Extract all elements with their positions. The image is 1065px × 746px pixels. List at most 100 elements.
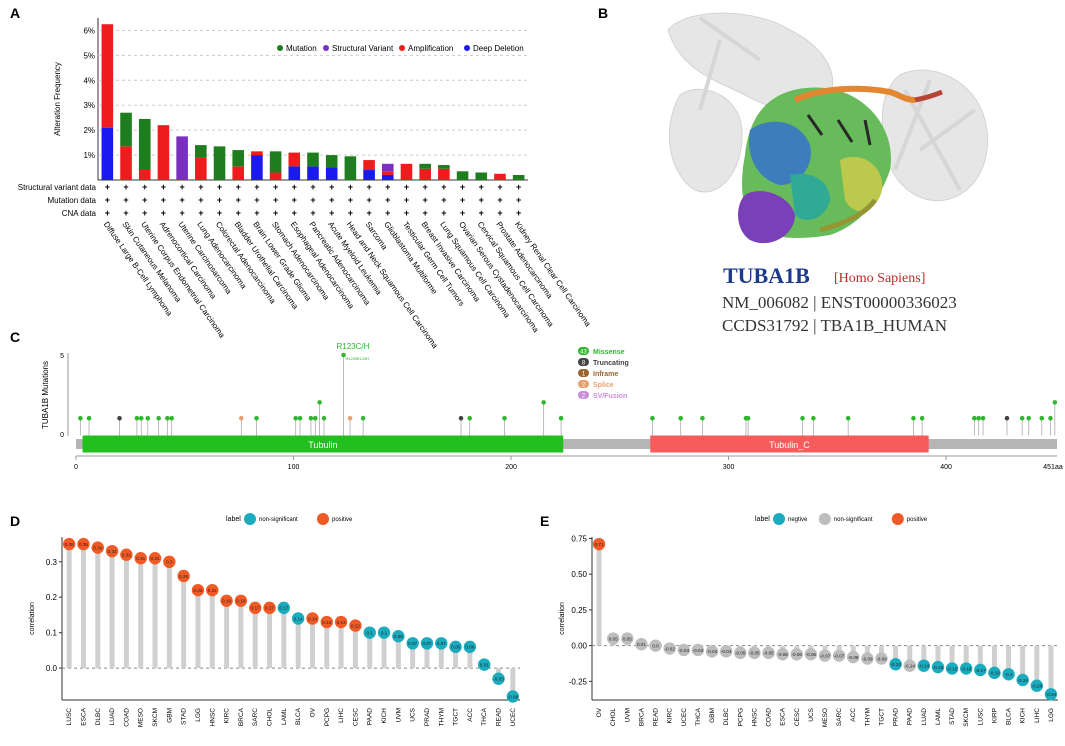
data-availability-mark: +: [366, 195, 371, 205]
point-value-label: 0.09: [394, 634, 403, 639]
lollipop-point: [506, 690, 520, 703]
mutation-point: [1026, 415, 1032, 421]
data-availability-mark: +: [385, 182, 390, 192]
mutation-point: [976, 415, 981, 421]
data-availability-mark: +: [142, 182, 147, 192]
point-value-label: 0.06: [465, 645, 474, 650]
point-value-label: -0.05: [763, 651, 774, 656]
x-category-label: UCEC: [681, 708, 688, 727]
mutation-point: [558, 415, 564, 421]
legend-label: SV/Fusion: [593, 393, 627, 400]
x-category-label: UCS: [410, 707, 417, 721]
bar-segment-mutation: [120, 112, 132, 147]
lollipop-point: [435, 637, 448, 650]
x-category-label: ACC: [850, 708, 857, 722]
mutation-point: [169, 415, 175, 421]
lollipop-point: [734, 646, 747, 660]
legend-label: non-significant: [259, 517, 298, 523]
x-category-label: BRCA: [638, 707, 645, 726]
point-value-label: 0.13: [322, 620, 331, 625]
x-tick-label: 400: [940, 464, 952, 471]
domain-label: Tubulin_C: [769, 440, 810, 450]
data-availability-mark: +: [179, 182, 184, 192]
bar-segment-mutation: [512, 175, 525, 180]
mutation-point: [919, 415, 925, 421]
mutation-point: [1004, 415, 1010, 421]
x-category-label: UCS: [808, 707, 815, 721]
mutation-point: [650, 415, 655, 421]
x-category-label: COAD: [766, 708, 773, 727]
point-value-label: -0.07: [834, 653, 845, 658]
bar-segment-amplification: [363, 160, 375, 171]
point-value-label: -0.17: [975, 668, 986, 673]
x-category-label: LUSC: [977, 708, 984, 726]
mutation-point: [308, 415, 314, 421]
x-category-label: THCA: [481, 707, 488, 725]
data-availability-mark: +: [292, 182, 297, 192]
x-category-label: MESO: [822, 708, 829, 727]
lollipop-point: [719, 645, 733, 658]
lollipop-point: [1016, 673, 1029, 687]
point-value-label: 0.19: [236, 599, 245, 604]
x-category-label: KIRC: [667, 708, 674, 724]
point-value-label: 0.26: [179, 574, 188, 579]
mutation-point: [678, 415, 683, 421]
data-availability-mark: +: [497, 182, 502, 192]
hotspot-label: R123C/H: [337, 342, 370, 351]
data-availability-mark: +: [198, 182, 203, 192]
legend-count: 1: [582, 372, 586, 378]
mutation-point: [1039, 415, 1045, 421]
point-value-label: 0.01: [637, 642, 646, 647]
lollipop-point: [606, 632, 620, 645]
y-axis-title: TUBA1B Mutations: [41, 361, 50, 429]
bar-segment-amplification: [138, 170, 151, 180]
bar-segment-deep-deletion: [381, 175, 394, 180]
legend-swatch: [818, 513, 831, 525]
point-value-label: -0.06: [806, 652, 817, 657]
mutation-point: [745, 415, 751, 421]
data-availability-mark: +: [460, 195, 465, 205]
bar-segment-structural-variant: [176, 136, 188, 180]
y-axis-title: correlation: [29, 602, 36, 635]
legend-count: 2: [582, 383, 586, 389]
lollipop-point: [691, 643, 705, 657]
y-tick-label: 1%: [83, 151, 95, 160]
legend-label: Amplification: [408, 44, 453, 53]
lollipop-point: [875, 652, 888, 665]
x-category-label: TGCT: [878, 708, 885, 726]
lollipop-point: [960, 662, 973, 675]
point-value-label: 0.12: [351, 623, 360, 628]
x-tick-label: 0: [74, 464, 78, 471]
point-value-label: -0.15: [933, 665, 944, 670]
point-value-label: 0.22: [208, 588, 217, 593]
lollipop-point: [77, 537, 90, 551]
y-tick-label: 0.0: [46, 664, 58, 673]
data-availability-mark: +: [254, 195, 259, 205]
data-availability-mark: +: [292, 208, 297, 218]
legend-count: 43: [580, 350, 587, 356]
bar-segment-mutation: [232, 150, 245, 167]
lollipop-point: [649, 639, 662, 652]
data-availability-mark: +: [497, 195, 502, 205]
data-availability-mark: +: [404, 182, 409, 192]
x-category-label: BRCA: [238, 707, 245, 726]
x-category-label: COAD: [123, 708, 130, 727]
data-availability-mark: +: [441, 208, 446, 218]
bar-segment-mutation: [195, 145, 207, 158]
lollipop-point: [62, 537, 76, 551]
mutation-point: [293, 415, 298, 421]
point-value-label: 0.3: [166, 560, 173, 565]
data-availability-mark: +: [179, 195, 184, 205]
data-availability-mark: +: [348, 208, 353, 218]
data-availability-mark: +: [329, 195, 334, 205]
lollipop-point: [263, 601, 276, 615]
x-category-label: DLBC: [723, 708, 730, 726]
legend-count-badge: [578, 391, 589, 399]
bar-segment-amplification: [438, 168, 450, 180]
data-availability-mark: +: [236, 182, 241, 192]
x-category-label: BLCA: [295, 707, 302, 725]
legend-label: positive: [332, 517, 353, 523]
x-category-label: PRAD: [424, 708, 431, 726]
legend-label: positive: [907, 517, 928, 523]
lollipop-point: [705, 645, 719, 658]
